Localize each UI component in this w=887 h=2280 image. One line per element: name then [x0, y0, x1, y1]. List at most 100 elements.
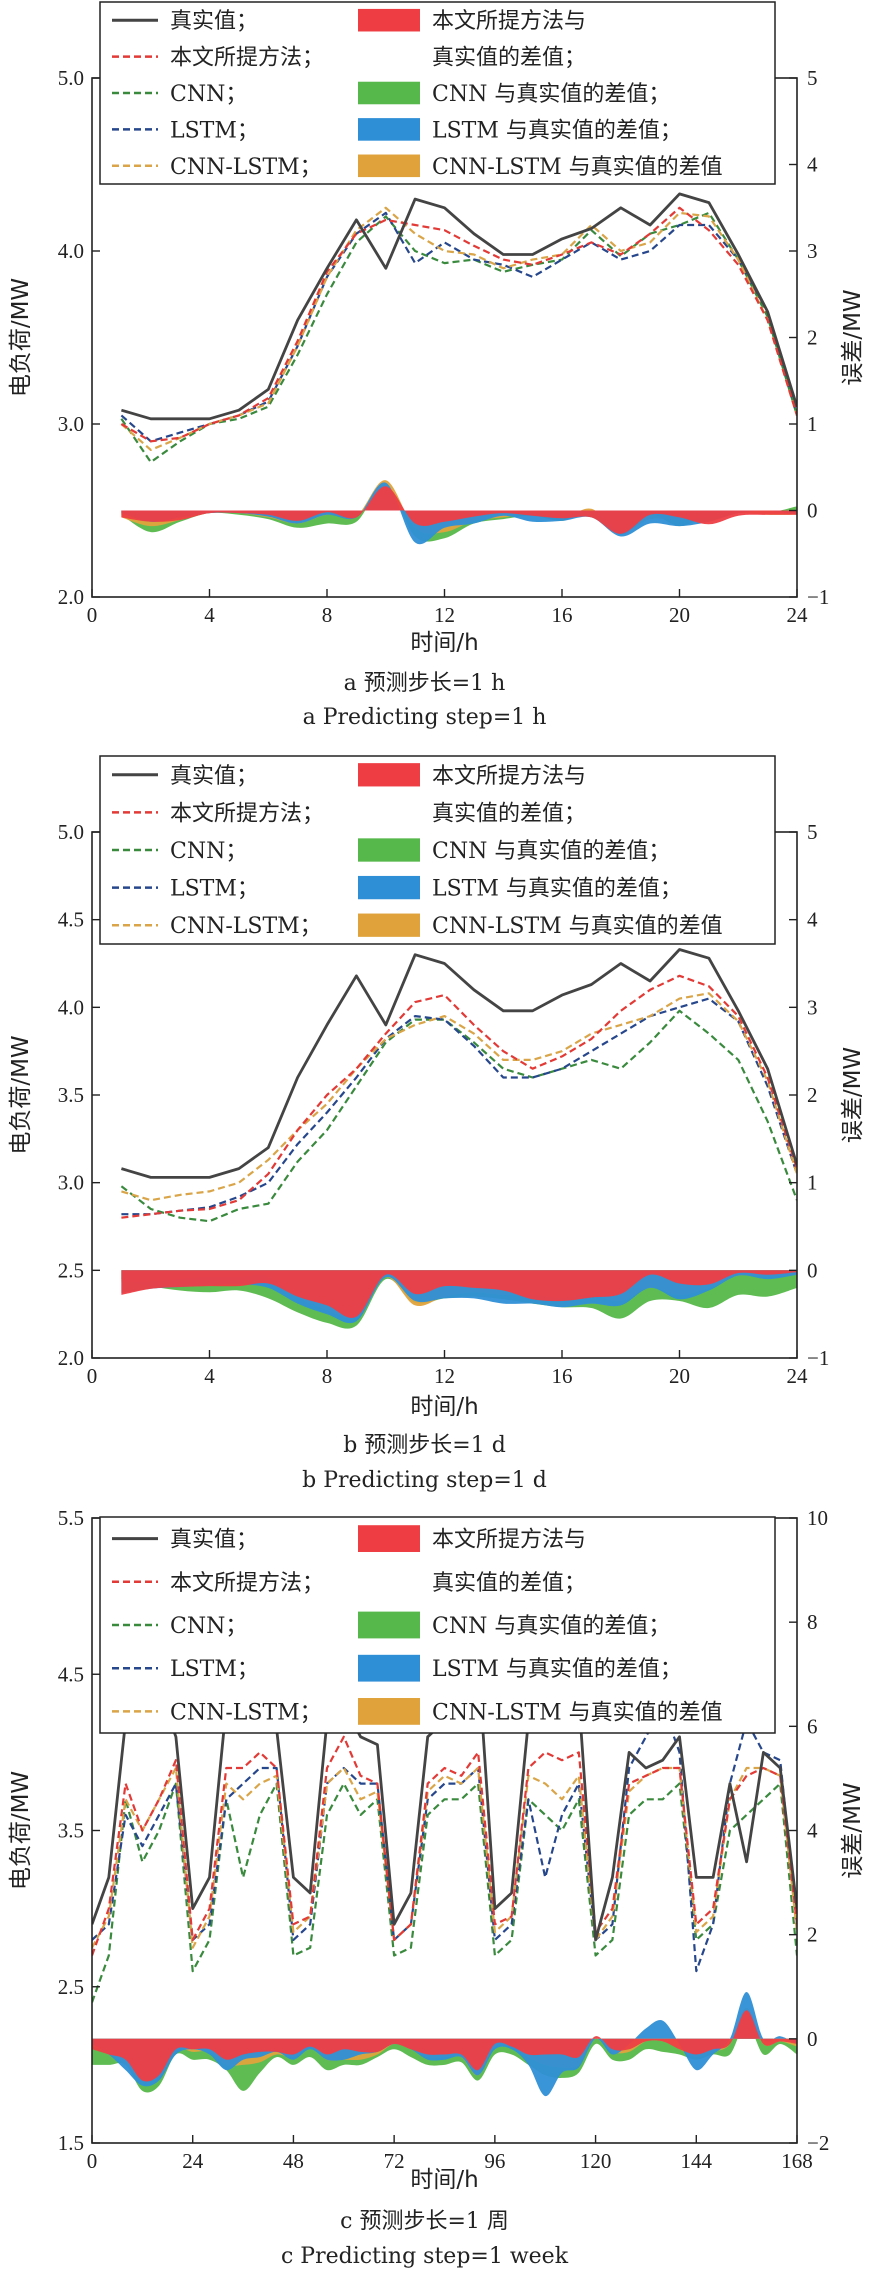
legend-label-actual: 真实值；	[170, 764, 258, 789]
y2-tick-label: 4	[807, 1819, 818, 1843]
legend-label-proposed: 本文所提方法；	[170, 46, 324, 71]
y-tick-label: 2.0	[58, 1346, 84, 1370]
y-tick-label: 1.5	[58, 2131, 84, 2155]
y2-tick-label: −1	[807, 1346, 829, 1370]
legend-label-err-proposed-line2: 真实值的差值；	[432, 801, 586, 826]
x-tick-label: 0	[87, 1364, 98, 1388]
legend-label-err-proposed-line2: 真实值的差值；	[432, 1571, 586, 1596]
legend-label-err-cnn: CNN 与真实值的差值；	[432, 839, 670, 864]
series-line-actual	[120, 948, 797, 1179]
y-tick-label: 5.0	[58, 820, 84, 844]
legend-label-cnn: CNN；	[170, 82, 247, 107]
legend-label-err-cnnlstm: CNN-LSTM 与真实值的差值	[432, 1700, 723, 1725]
y2-tick-label: −2	[807, 2131, 829, 2155]
legend-swatch-err-cnn	[358, 81, 420, 105]
x-tick-label: 24	[787, 1364, 809, 1388]
legend-swatch-err-cnn	[358, 838, 420, 862]
x-tick-label: 24	[182, 2149, 204, 2173]
y-tick-label: 4.5	[58, 908, 84, 932]
series-line-cnnlstm	[120, 206, 797, 451]
y-tick-label: 5.5	[58, 1506, 84, 1530]
legend-swatch-err-cnnlstm	[358, 154, 420, 178]
legend-swatch-err-cnn	[358, 1611, 420, 1639]
x-axis-label: 时间/h	[410, 1394, 478, 1420]
y2-tick-label: 2	[807, 326, 818, 350]
y2-axis-label: 误差/MW	[840, 1782, 866, 1878]
caption-cn: c 预测步长=1 周	[340, 2209, 509, 2234]
y2-tick-label: 0	[807, 499, 818, 523]
legend-label-err-cnn: CNN 与真实值的差值；	[432, 1614, 670, 1639]
legend-box	[99, 1, 776, 185]
legend-label-cnnlstm: CNN-LSTM；	[170, 155, 322, 180]
y2-tick-label: 2	[807, 1923, 818, 1947]
y-tick-label: 2.5	[58, 1258, 84, 1282]
series-line-actual	[121, 192, 797, 421]
y2-tick-label: 4	[807, 153, 818, 177]
y2-tick-label: 4	[807, 908, 818, 932]
legend-swatch-err-proposed	[358, 8, 420, 32]
chart-panel-b: 0 4 8 12 16 20 242.02.53.03.54.04.55.0−1012345…	[8, 755, 866, 1493]
legend-label-cnnlstm: CNN-LSTM；	[170, 914, 322, 939]
legend-label-err-proposed-line2: 真实值的差值；	[432, 46, 586, 71]
legend-box	[99, 1516, 776, 1734]
x-tick-label: 20	[669, 1364, 690, 1388]
legend-label-actual: 真实值；	[170, 1528, 258, 1553]
plot-area	[92, 1657, 797, 2097]
y-tick-label: 5.0	[58, 66, 84, 90]
legend-box	[99, 755, 776, 945]
x-tick-label: 4	[204, 603, 215, 627]
y2-tick-label: 8	[807, 1610, 818, 1634]
x-tick-label: 0	[87, 603, 98, 627]
series-line-proposed	[121, 974, 797, 1219]
y-tick-label: 2.0	[58, 585, 84, 609]
y-axis-label: 电负荷/MW	[8, 1771, 34, 1890]
legend-label-lstm: LSTM；	[170, 118, 259, 143]
y-tick-label: 3.0	[58, 412, 84, 436]
legend-label-lstm: LSTM；	[170, 1657, 259, 1682]
caption-en: c Predicting step=1 week	[281, 2244, 569, 2269]
legend-label-lstm: LSTM；	[170, 877, 259, 902]
y-tick-label: 2.5	[58, 1975, 84, 1999]
caption-en: a Predicting step=1 h	[303, 705, 547, 730]
error-area-err-cnnlstm	[121, 480, 797, 534]
x-tick-label: 168	[781, 2149, 813, 2173]
legend-label-err-cnn: CNN 与真实值的差值；	[432, 82, 670, 107]
legend-swatch-err-lstm	[358, 1654, 420, 1682]
x-axis-label: 时间/h	[410, 630, 478, 656]
x-tick-label: 72	[384, 2149, 405, 2173]
series-line-cnn	[120, 1009, 797, 1223]
legend-swatch-err-lstm	[358, 118, 420, 141]
legend-label-err-proposed-line1: 本文所提方法与	[432, 9, 586, 34]
x-tick-label: 0	[87, 2149, 98, 2173]
y2-tick-label: 3	[807, 239, 818, 263]
series-line-proposed	[120, 206, 797, 443]
series-line-cnnlstm	[92, 1766, 797, 1949]
y2-tick-label: 6	[807, 1714, 818, 1738]
x-tick-label: 12	[434, 1364, 455, 1388]
y-tick-label: 3.0	[58, 1171, 84, 1195]
legend-label-proposed: 本文所提方法；	[170, 801, 324, 826]
caption-en: b Predicting step=1 d	[302, 1468, 547, 1493]
series-line-cnn	[92, 1782, 797, 2003]
chart-panel-a: 0 4 8 12 16 20 242.03.04.05.0−1012345时间/h电负荷/M…	[8, 1, 866, 730]
x-tick-label: 120	[580, 2149, 612, 2173]
chart-panel-c: 0 24 48 72 96 120 144 1681.52.53.54.55.5−202468…	[8, 1506, 866, 2269]
x-axis-label: 时间/h	[410, 2167, 478, 2193]
y2-tick-label: 10	[807, 1506, 828, 1530]
x-tick-label: 48	[283, 2149, 304, 2173]
y2-tick-label: 2	[807, 1083, 818, 1107]
legend-label-cnn: CNN；	[170, 839, 247, 864]
x-tick-label: 24	[787, 603, 809, 627]
y-tick-label: 4.0	[58, 239, 84, 263]
error-area-err-proposed	[92, 2010, 797, 2082]
caption-cn: b 预测步长=1 d	[343, 1433, 506, 1458]
legend-label-proposed: 本文所提方法；	[170, 1571, 324, 1596]
series-line-proposed	[92, 1735, 797, 1956]
legend-label-err-proposed-line1: 本文所提方法与	[432, 764, 586, 789]
y2-tick-label: −1	[807, 585, 829, 609]
y2-tick-label: 5	[807, 820, 818, 844]
legend-label-err-cnnlstm: CNN-LSTM 与真实值的差值	[432, 914, 723, 939]
legend-label-cnnlstm: CNN-LSTM；	[170, 1700, 322, 1725]
caption-cn: a 预测步长=1 h	[344, 671, 506, 696]
